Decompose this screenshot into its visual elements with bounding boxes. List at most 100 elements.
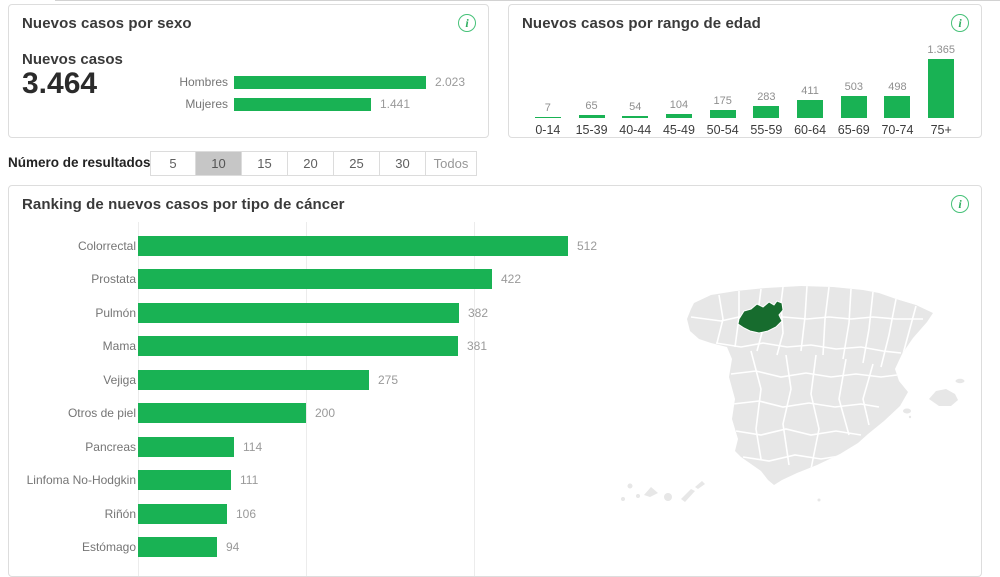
panel-title: Nuevos casos por rango de edad	[522, 15, 761, 32]
age-bar-column: 7	[526, 102, 570, 118]
hombres-bar[interactable]	[234, 75, 426, 89]
age-bar-65-69[interactable]	[840, 96, 867, 118]
bar-category-label: Prostata	[91, 272, 136, 287]
bar-category-label: Riñón	[104, 506, 136, 521]
bar-value-label: 381	[467, 339, 488, 354]
age-axis-label: 70-74	[881, 123, 914, 137]
mujeres-bar[interactable]	[234, 97, 371, 111]
age-axis-label: 55-59	[750, 123, 783, 137]
bar-row: Mujeres 1.441	[9, 93, 488, 115]
bar-row: Pancreas 114	[21, 430, 621, 464]
highlighted-province-leon[interactable]	[737, 300, 784, 334]
bar-value-label: 106	[236, 506, 257, 521]
age-bar-40-44[interactable]	[622, 116, 649, 118]
cancer-type-bar[interactable]	[138, 302, 459, 323]
age-bar-0-14[interactable]	[534, 117, 561, 118]
bar-value-label: 2.023	[435, 75, 466, 89]
mallorca-island	[929, 389, 958, 406]
bar-category-label: Vejiga	[103, 372, 136, 387]
results-count-option-30[interactable]: 30	[380, 151, 426, 176]
spain-provinces-map[interactable]	[611, 259, 991, 559]
age-axis-label: 15-39	[575, 123, 608, 137]
cancer-type-bar[interactable]	[138, 235, 568, 256]
canary-island	[695, 481, 705, 489]
bar-category-label: Mama	[102, 339, 136, 354]
results-count-option-25[interactable]: 25	[334, 151, 380, 176]
age-bar-60-64[interactable]	[797, 100, 824, 118]
age-bar-70-74[interactable]	[884, 96, 911, 118]
bar-value-label: 104	[669, 99, 689, 111]
cancer-type-bar[interactable]	[138, 537, 217, 558]
cancer-type-bar[interactable]	[138, 336, 458, 357]
bar-value-label: 498	[888, 81, 907, 93]
age-bar-55-59[interactable]	[753, 106, 780, 118]
age-bar-column: 503	[832, 81, 876, 118]
bar-category-label: Mujeres	[185, 97, 228, 111]
age-bar-15-39[interactable]	[578, 115, 605, 118]
cancer-type-bar[interactable]	[138, 503, 227, 524]
bar-value-label: 503	[844, 81, 863, 93]
bar-value-label: 114	[243, 439, 263, 454]
age-axis-label: 65-69	[837, 123, 870, 137]
bar-row: Otros de piel 200	[21, 397, 621, 431]
peninsula-shape	[687, 286, 933, 485]
bar-row: Linfoma No-Hodgkin 111	[21, 464, 621, 498]
info-icon[interactable]: i	[951, 195, 969, 213]
cancer-type-bar[interactable]	[138, 436, 234, 457]
info-icon[interactable]: i	[458, 14, 476, 32]
bar-value-label: 512	[577, 238, 598, 253]
bar-value-label: 382	[468, 305, 489, 320]
bar-value-label: 54	[629, 101, 642, 113]
total-new-cases-value: 3.464	[22, 67, 98, 100]
bar-value-label: 65	[585, 100, 598, 112]
sex-bar-chart: Hombres 2.023 Mujeres 1.441	[9, 71, 488, 115]
canary-island	[664, 493, 672, 501]
bar-category-label: Colorrectal	[77, 238, 136, 253]
bar-category-label: Pancreas	[85, 439, 136, 454]
age-bar-45-49[interactable]	[665, 114, 692, 118]
new-cases-by-age-panel: Nuevos casos por rango de edad i 7 65 54 10…	[508, 4, 982, 138]
age-bar-column: 411	[788, 85, 832, 118]
panel-title: Ranking de nuevos casos por tipo de cánc…	[22, 196, 345, 213]
bar-category-label: Linfoma No-Hodgkin	[26, 473, 136, 488]
age-bars: 7 65 54 104 175 283 411 503 498 1.365	[526, 25, 963, 118]
results-count-label: Número de resultados:	[8, 155, 156, 170]
ranking-bar-chart: Colorrectal 512 Prostata 422 Pulmón 382 Mama 38…	[21, 229, 621, 564]
new-cases-by-sex-panel: Nuevos casos por sexo i Nuevos casos 3.4…	[8, 4, 489, 138]
small-island-dot	[817, 498, 821, 502]
bar-row: Pulmón 382	[21, 296, 621, 330]
bar-category-label: Estómago	[81, 540, 136, 555]
results-count-option-20[interactable]: 20	[288, 151, 334, 176]
results-count-option-5[interactable]: 5	[150, 151, 196, 176]
age-bar-column: 65	[570, 100, 614, 118]
menorca-island	[955, 378, 965, 384]
cancer-type-bar[interactable]	[138, 470, 231, 491]
cancer-type-bar[interactable]	[138, 403, 306, 424]
canary-island	[621, 497, 625, 501]
cancer-type-bar[interactable]	[138, 369, 369, 390]
age-axis-label: 45-49	[662, 123, 695, 137]
canary-island	[636, 494, 640, 498]
age-axis-label: 0-14	[535, 123, 561, 137]
cancer-type-ranking-panel: Ranking de nuevos casos por tipo de cánc…	[8, 185, 982, 577]
canary-island	[627, 483, 633, 489]
age-bar-75+[interactable]	[928, 59, 955, 118]
bar-row: Prostata 422	[21, 263, 621, 297]
results-count-option-todos[interactable]: Todos	[426, 151, 477, 176]
canary-island	[681, 489, 695, 502]
cancer-type-bar[interactable]	[138, 269, 492, 290]
age-bar-50-54[interactable]	[709, 110, 736, 118]
ibiza-island	[903, 408, 911, 414]
results-count-option-15[interactable]: 15	[242, 151, 288, 176]
results-count-option-10[interactable]: 10	[196, 151, 242, 176]
bar-row: Riñón 106	[21, 497, 621, 531]
age-bar-column: 498	[876, 81, 920, 118]
info-icon[interactable]: i	[951, 14, 969, 32]
axis-gridline	[138, 222, 139, 576]
bar-value-label: 275	[378, 372, 399, 387]
formentera-island	[908, 415, 912, 419]
age-bar-column: 1.365	[919, 44, 963, 118]
bar-value-label: 283	[757, 91, 776, 103]
bar-value-label: 111	[240, 473, 259, 488]
bar-value-label: 411	[801, 85, 819, 97]
